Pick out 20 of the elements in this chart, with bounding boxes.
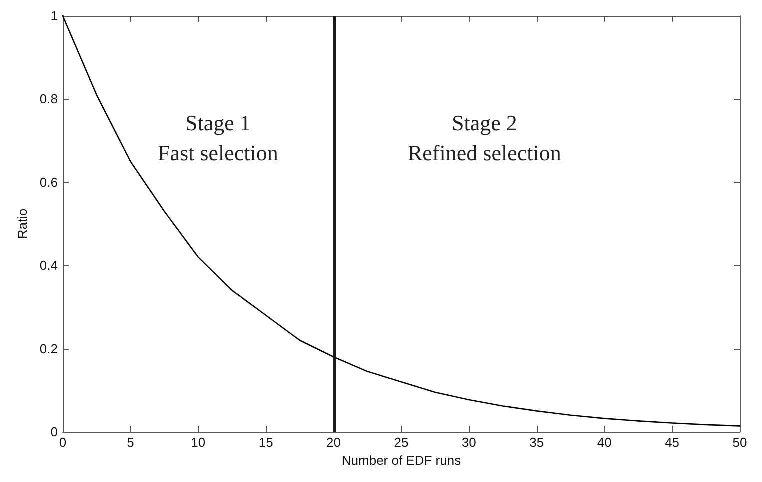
x-tick-label: 30 bbox=[462, 435, 476, 450]
x-tick-label: 45 bbox=[665, 435, 680, 450]
x-axis-title: Number of EDF runs bbox=[342, 452, 462, 468]
annotation: Stage 2 Refined selection bbox=[408, 110, 562, 166]
x-tick-label: 40 bbox=[597, 435, 612, 450]
x-tick-label: 20 bbox=[326, 435, 342, 450]
x-tick-label: 50 bbox=[732, 435, 748, 450]
y-tick-label: 0.8 bbox=[40, 92, 58, 107]
x-tick-label: 35 bbox=[530, 435, 544, 450]
y-tick-label: 0.2 bbox=[40, 341, 58, 356]
annotation: Stage 1 Fast selection bbox=[158, 110, 278, 166]
y-tick-label: 0.4 bbox=[40, 258, 58, 274]
x-tick-label: 25 bbox=[394, 435, 409, 450]
x-tick-label: 5 bbox=[127, 435, 134, 450]
x-tick-label: 15 bbox=[258, 435, 274, 450]
y-tick-label: 0.6 bbox=[40, 174, 58, 190]
y-axis-title: Ratio bbox=[15, 208, 30, 240]
y-tick-label: 1 bbox=[50, 8, 58, 24]
x-tick-label: 10 bbox=[191, 435, 206, 450]
y-tick-label: 0 bbox=[50, 424, 58, 440]
